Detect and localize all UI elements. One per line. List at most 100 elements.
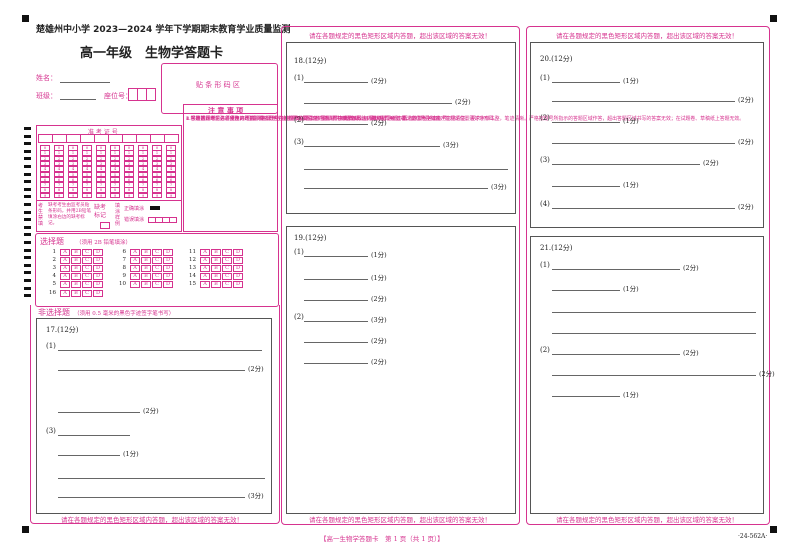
- timing-mark: [24, 127, 31, 130]
- correct-label: 正确填涂: [124, 206, 145, 212]
- notice-item: 3.答非选择题时，必须使用0.5毫米的黑色字迹签字笔书写，作图题可先用铅笔绘出，…: [186, 116, 745, 122]
- choice-box: [35, 233, 279, 307]
- digit-bubble: 4: [82, 166, 92, 172]
- score: (2分): [738, 203, 754, 211]
- part-label: (3): [540, 156, 550, 164]
- question-box: [286, 42, 516, 214]
- answer-line: [304, 300, 368, 301]
- digit-bubble: 1: [54, 150, 64, 156]
- answer-line: [60, 99, 96, 100]
- option-bubble: B: [141, 273, 151, 280]
- answer-line: [552, 312, 756, 313]
- option-bubble: C: [152, 273, 162, 280]
- answer-line: [304, 363, 368, 364]
- timing-mark: [24, 279, 31, 282]
- part-label: (3): [294, 138, 304, 146]
- open-note: （须用 0.5 毫米的黑色字迹签字笔书写）: [74, 311, 175, 317]
- digit-bubble: 1: [82, 150, 92, 156]
- digit-bubble: 9: [152, 192, 162, 199]
- score: (3分): [491, 183, 507, 191]
- digit-bubble: 7: [152, 182, 162, 188]
- answer-line: [58, 497, 245, 498]
- digit-bubble: 5: [54, 171, 64, 178]
- option-bubble: B: [211, 249, 221, 256]
- digit-bubble: 6: [82, 176, 92, 183]
- option-bubble: A: [200, 265, 210, 272]
- option-bubble: D: [233, 249, 243, 256]
- score: (1分): [623, 117, 639, 125]
- sample-label: 填涂样例: [115, 203, 121, 227]
- answer-line: [58, 370, 245, 371]
- digit-bubble: 8: [166, 187, 176, 193]
- wrong-label: 错误填涂: [124, 217, 145, 223]
- score: (2分): [371, 295, 387, 303]
- digit-bubble: 0: [96, 145, 106, 151]
- timing-mark: [24, 165, 31, 168]
- part-label: (1): [294, 248, 304, 256]
- corner-mark: [22, 15, 29, 22]
- answer-line: [552, 122, 620, 123]
- option-bubble: D: [93, 290, 103, 297]
- digit-bubble: 5: [152, 171, 162, 178]
- option-bubble: C: [222, 249, 232, 256]
- answer-line: [304, 124, 368, 125]
- left-col: [30, 305, 280, 524]
- notice-box: [183, 104, 278, 232]
- option-bubble: B: [71, 281, 81, 288]
- score: (2分): [703, 159, 719, 167]
- timing-mark: [24, 172, 31, 176]
- question-box: [530, 42, 764, 228]
- digit-bubble: 2: [124, 155, 134, 162]
- digit-bubble: 0: [82, 145, 92, 151]
- digit-bubble: 0: [54, 145, 64, 151]
- question-box: [36, 318, 272, 514]
- barcode-area: [161, 63, 278, 114]
- digit-bubble: 8: [96, 187, 106, 193]
- answer-line: [552, 396, 620, 397]
- digit-bubble: 5: [138, 171, 148, 178]
- corner-mark: [770, 526, 777, 533]
- digit-bubble: 9: [40, 192, 50, 199]
- digit-bubble: 8: [124, 187, 134, 193]
- write-cell: [38, 134, 53, 143]
- digit-bubble: 3: [110, 160, 120, 167]
- question-number: 1: [52, 249, 57, 255]
- score: (3分): [248, 492, 264, 500]
- question-number: 16: [49, 290, 56, 296]
- digit-bubble: 4: [40, 166, 50, 172]
- exam-title: 楚雄州中小学 2023—2024 学年下学期期末教育学业质量监测: [36, 25, 291, 35]
- answer-line: [58, 435, 130, 436]
- answer-line: [552, 333, 756, 334]
- absent-title: 考生禁填: [38, 203, 44, 227]
- answer-line: [304, 103, 452, 104]
- option-bubble: B: [141, 257, 151, 264]
- score: (1分): [623, 391, 639, 399]
- question-title: 20.(12分): [540, 55, 573, 63]
- digit-bubble: 7: [138, 182, 148, 188]
- answer-line: [552, 82, 620, 83]
- digit-bubble: 4: [54, 166, 64, 172]
- part-label: (1): [46, 342, 56, 350]
- option-bubble: C: [152, 281, 162, 288]
- answer-line: [304, 342, 368, 343]
- option-bubble: D: [233, 281, 243, 288]
- option-bubble: C: [82, 273, 92, 280]
- digit-bubble: 5: [110, 171, 120, 178]
- class-label: 班级：: [36, 92, 57, 100]
- warning: 请在各题规定的黑色矩形区域内答题，超出该区域的答案无效！: [61, 516, 243, 524]
- digit-bubble: 3: [40, 160, 50, 167]
- option-bubble: B: [71, 265, 81, 272]
- score: (2分): [371, 119, 387, 127]
- digit-bubble: 8: [138, 187, 148, 193]
- open-title: 非选择题: [38, 308, 70, 317]
- digit-bubble: 3: [166, 160, 176, 167]
- option-bubble: D: [233, 257, 243, 264]
- write-cell: [122, 134, 137, 143]
- answer-line: [58, 412, 140, 413]
- sheet-title: 高一年级 生物学答题卡: [80, 46, 224, 61]
- timing-mark: [24, 225, 31, 229]
- timing-mark: [24, 210, 31, 214]
- digit-bubble: 6: [40, 176, 50, 183]
- digit-bubble: 7: [40, 182, 50, 188]
- option-bubble: B: [141, 249, 151, 256]
